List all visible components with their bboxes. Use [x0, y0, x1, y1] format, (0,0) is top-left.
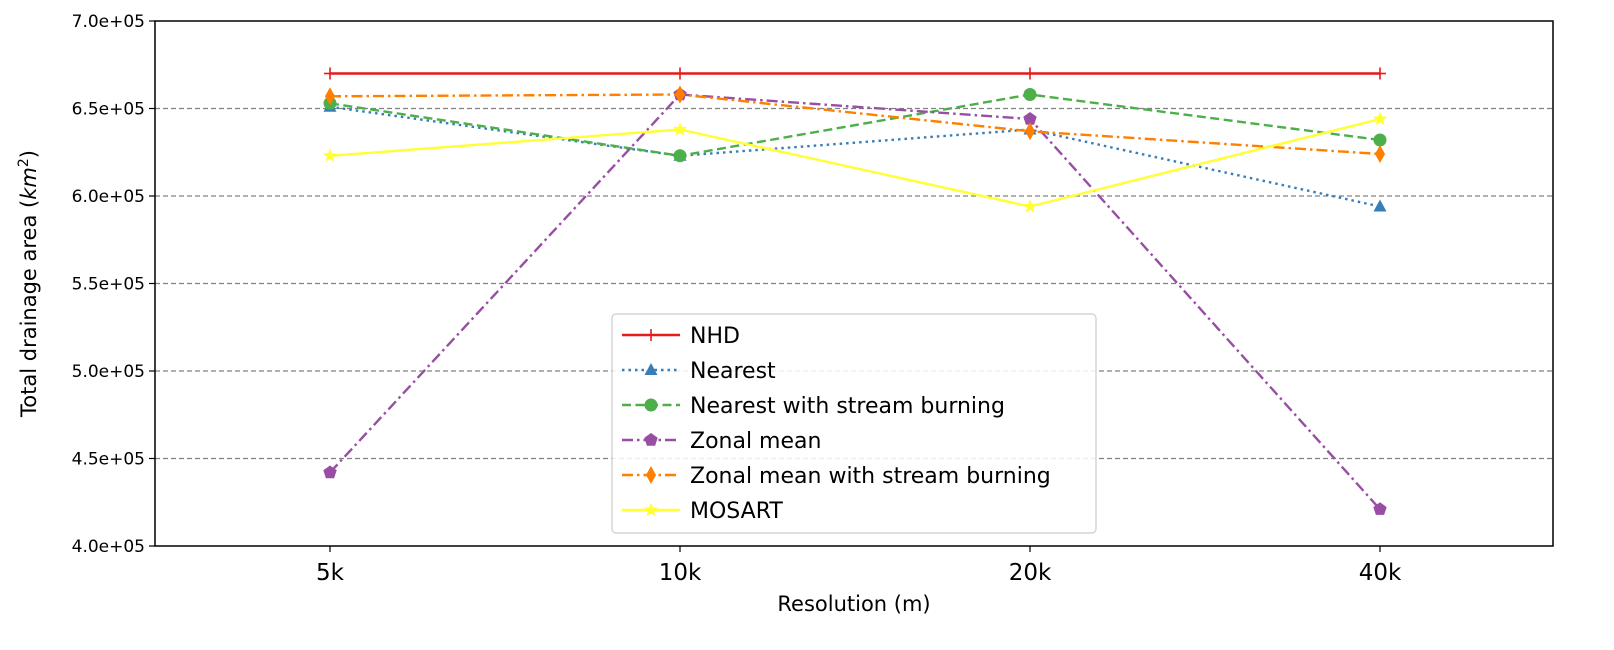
series-mosart — [322, 111, 1388, 213]
point-marker-star — [643, 502, 659, 517]
y-tick-label: 5.5e+05 — [72, 275, 145, 295]
x-tick-label: 10k — [659, 560, 702, 586]
legend-label: Zonal mean with stream burning — [690, 464, 1051, 489]
series-line — [329, 93, 1381, 156]
point-marker-diamond — [675, 85, 685, 104]
y-tick-label: 4.0e+05 — [72, 537, 145, 557]
point-marker-circle — [1023, 88, 1037, 101]
point-marker-diamond — [646, 466, 656, 484]
point-marker-circle — [1373, 133, 1387, 147]
point-marker-plus — [674, 67, 686, 80]
y-axis-title-prefix: Total drainage area ( — [17, 200, 41, 418]
x-tick-label: 40k — [1359, 560, 1402, 586]
y-tick-label: 5.0e+05 — [72, 362, 145, 382]
series-line — [329, 93, 1381, 158]
y-tick-label: 6.0e+05 — [72, 187, 145, 207]
point-marker-plus — [1374, 67, 1386, 80]
series-zonal-mean-with-stream-burning — [325, 85, 1385, 163]
y-axis-title: Total drainage area (km2) — [16, 150, 41, 418]
series-line — [329, 117, 1381, 208]
legend-entry: NHD — [622, 324, 740, 349]
point-marker-circle — [644, 398, 658, 412]
point-marker-pentagon — [1373, 502, 1387, 515]
series-line — [329, 93, 1381, 511]
series-line — [329, 105, 1381, 208]
series-layer — [322, 67, 1388, 515]
point-marker-star — [1372, 111, 1388, 126]
point-marker-pentagon — [1023, 112, 1037, 125]
series-nhd — [324, 67, 1386, 80]
legend-label: MOSART — [690, 499, 783, 524]
y-tick-label: 4.5e+05 — [72, 450, 145, 470]
point-marker-diamond — [1375, 145, 1385, 163]
point-marker-pentagon — [644, 433, 658, 446]
legend-box — [611, 313, 1097, 534]
legend-label: Nearest with stream burning — [690, 394, 1005, 419]
y-axis-title-unit: km — [17, 167, 41, 200]
grid-layer — [155, 107, 1553, 460]
point-marker-plus — [1024, 67, 1036, 80]
series-nearest-with-stream-burning — [323, 88, 1387, 163]
point-marker-star — [672, 122, 688, 136]
legend-entry: Zonal mean — [622, 429, 821, 454]
legend: NHD Nearest Nearest with stream burning Zon… — [611, 313, 1097, 534]
legend-label: NHD — [690, 324, 740, 349]
legend-entry: Nearest with stream burning — [622, 394, 1005, 419]
legend-entry: Nearest — [622, 359, 776, 384]
point-marker-diamond — [1025, 122, 1035, 141]
x-tick-label: 5k — [316, 560, 345, 586]
legend-entry: Zonal mean with stream burning — [622, 464, 1051, 489]
y-tick-label: 7.0e+05 — [72, 12, 145, 32]
y-tick-label: 6.5e+05 — [72, 100, 145, 120]
legend-label: Nearest — [690, 359, 776, 384]
ticks-layer: 4.0e+05 4.5e+05 5.0e+05 5.5e+05 6.0e+05 6.5e+… — [72, 12, 1402, 586]
point-marker-star — [322, 148, 338, 162]
point-marker-circle — [673, 149, 687, 163]
point-marker-plus — [324, 67, 336, 80]
point-marker-star — [1022, 199, 1038, 213]
y-axis-title-suffix: ) — [17, 150, 41, 158]
x-axis-title: Resolution (m) — [777, 592, 930, 616]
point-marker-diamond — [325, 87, 335, 106]
series-nearest — [323, 99, 1387, 212]
point-marker-pentagon — [323, 465, 337, 479]
legend-entry: MOSART — [622, 499, 783, 524]
y-axis-title-exp: 2 — [16, 158, 32, 167]
x-tick-label: 20k — [1009, 560, 1052, 586]
point-marker-triangle — [1373, 199, 1387, 212]
point-marker-plus — [645, 329, 657, 341]
point-marker-triangle — [644, 363, 658, 375]
legend-label: Zonal mean — [690, 429, 821, 454]
